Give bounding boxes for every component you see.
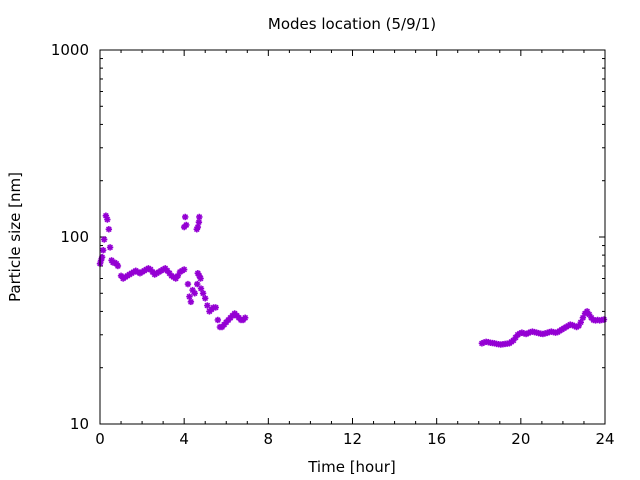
data-point [106,244,114,251]
data-point [600,316,608,323]
data-point [204,302,211,309]
data-point [191,290,198,297]
y-axis-label: Particle size [nm] [6,172,24,302]
data-point [183,221,190,229]
data-points [96,212,608,348]
x-tick-label: 8 [264,430,274,448]
x-axis-label: Time [hour] [307,458,396,476]
data-point [194,223,202,231]
data-point [197,275,204,282]
data-point [202,295,209,302]
x-tick-label: 0 [95,430,105,448]
data-point [199,290,207,297]
chart-title: Modes location (5/9/1) [268,15,436,33]
x-tick-label: 20 [511,430,530,448]
y-tick-label: 1000 [51,41,89,59]
data-point [187,298,195,306]
data-point [186,293,193,300]
data-point [241,314,249,321]
data-point [104,216,111,223]
data-point [197,285,205,292]
data-point [212,304,219,311]
x-tick-label: 4 [179,430,189,448]
data-point [114,262,122,270]
data-point [99,246,107,254]
data-point [196,213,203,221]
x-tick-label: 12 [343,430,362,448]
data-point [101,236,108,243]
axis-ticks: 0 4 8 12 16 20 24 10 100 1000 [51,41,615,448]
data-point [182,213,189,221]
data-point [180,266,188,273]
x-tick-label: 16 [427,430,446,448]
plot-frame [99,49,606,425]
data-point [194,280,201,288]
data-point [184,280,192,288]
y-tick-label: 100 [60,228,89,246]
data-point [105,226,113,233]
data-point [214,316,222,324]
x-tick-label: 24 [595,430,614,448]
y-tick-label: 10 [70,415,89,433]
